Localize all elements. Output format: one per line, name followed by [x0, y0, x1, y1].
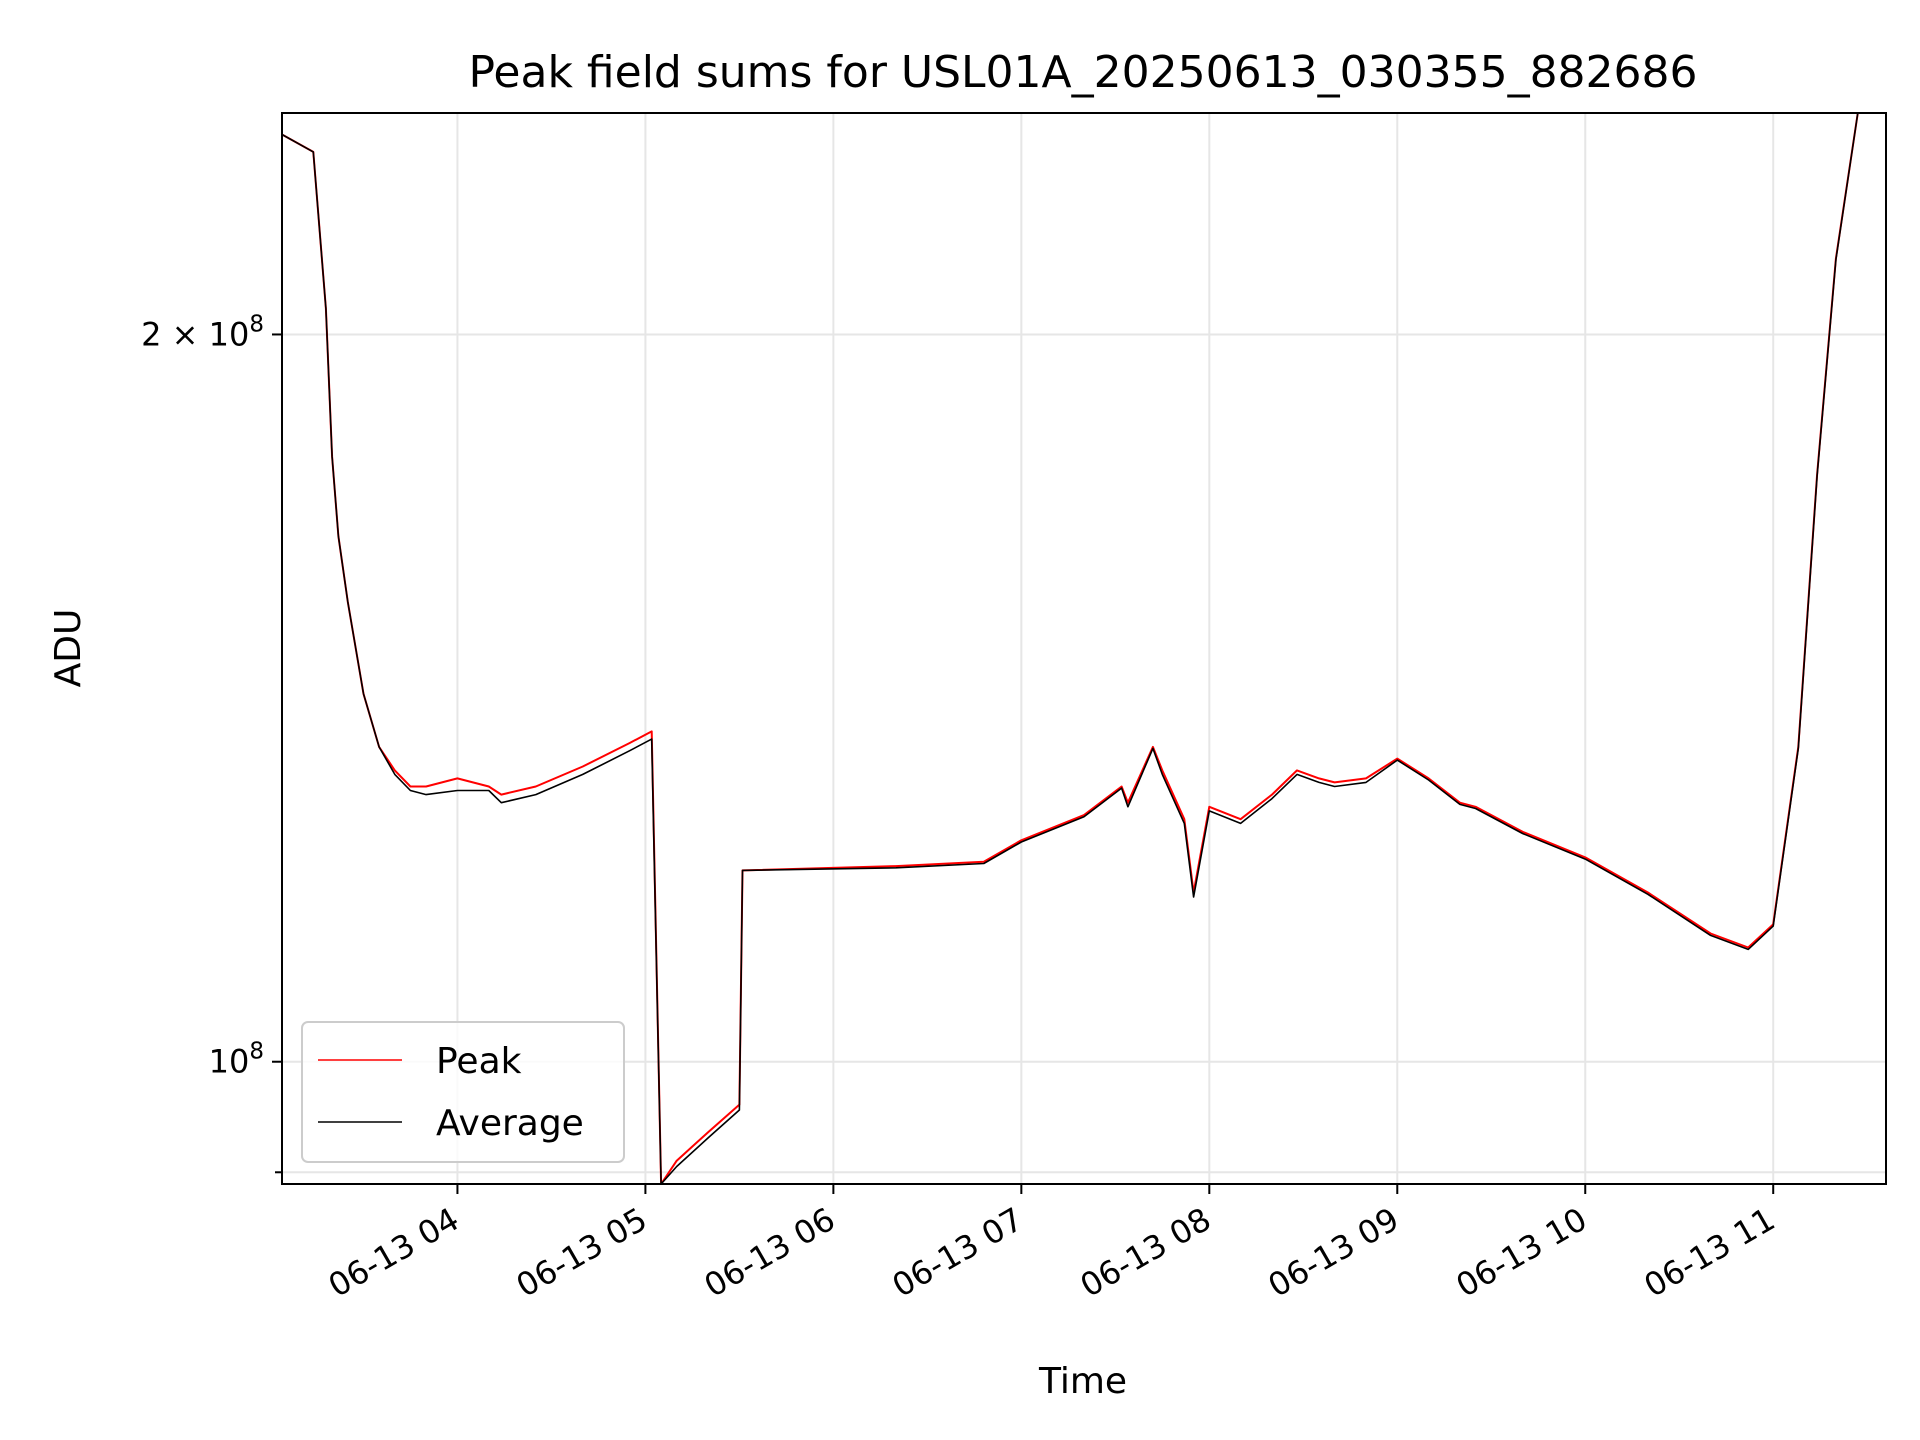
y-tick-label-0: 2 × 108: [141, 311, 264, 353]
x-axis-label: Time: [1038, 1361, 1127, 1402]
y-tick-label-1: 108: [209, 1039, 264, 1081]
y-axis-label: ADU: [48, 609, 89, 688]
x-axis-ticks: 06-13 04 06-13 05 06-13 06 06-13 07 06-13 08…: [322, 1184, 1781, 1305]
x-tick-label-3: 06-13 07: [886, 1200, 1030, 1305]
plot-frame: [281, 112, 1887, 1185]
x-tick-label-4: 06-13 08: [1074, 1200, 1218, 1305]
chart-title: Peak field sums for USL01A_20250613_0303…: [468, 47, 1697, 98]
x-tick-label-2: 06-13 06: [698, 1200, 842, 1305]
plot-series: [281, 112, 1859, 1185]
x-tick-label-1: 06-13 05: [510, 1200, 654, 1305]
legend-box: [301, 1021, 625, 1163]
y-axis-ticks: 2 × 108 108: [141, 311, 282, 1174]
legend-label-peak: Peak: [436, 1041, 522, 1082]
series-line-average: [281, 112, 1859, 1185]
x-tick-label-6: 06-13 10: [1450, 1200, 1594, 1305]
x-tick-label-5: 06-13 09: [1262, 1200, 1406, 1305]
x-tick-label-7: 06-13 11: [1638, 1200, 1782, 1305]
legend-label-average: Average: [436, 1103, 584, 1144]
x-tick-label-0: 06-13 04: [322, 1200, 466, 1305]
legend: Peak Average: [301, 1021, 625, 1163]
series-line-peak: [281, 112, 1859, 1185]
grid-lines: [282, 113, 1886, 1184]
